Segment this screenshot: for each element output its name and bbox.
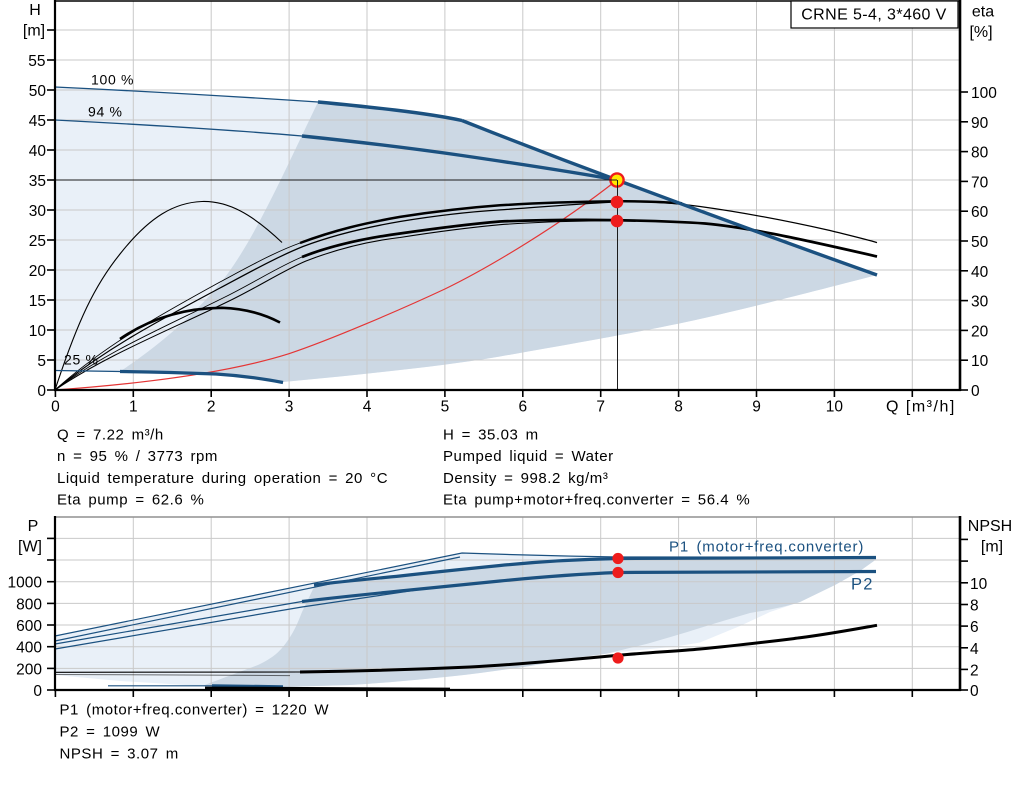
svg-text:4: 4 [363, 399, 372, 416]
svg-text:3: 3 [285, 399, 294, 416]
svg-text:NPSH = 3.07 m: NPSH = 3.07 m [60, 746, 179, 763]
svg-text:20: 20 [971, 323, 989, 340]
svg-text:50: 50 [971, 234, 989, 251]
svg-text:50: 50 [29, 83, 47, 100]
svg-text:P1 (motor+freq.converter): P1 (motor+freq.converter) [669, 539, 864, 556]
svg-text:55: 55 [28, 53, 45, 70]
svg-text:Eta pump = 62.6 %: Eta pump = 62.6 % [57, 492, 204, 509]
svg-text:45: 45 [29, 113, 46, 130]
svg-text:30: 30 [29, 203, 47, 220]
svg-text:200: 200 [16, 661, 42, 678]
svg-text:10: 10 [971, 353, 989, 370]
svg-text:Q = 7.22 m³/h: Q = 7.22 m³/h [57, 426, 164, 443]
svg-text:Eta pump+motor+freq.converter: Eta pump+motor+freq.converter = 56.4 % [443, 492, 750, 509]
svg-text:2: 2 [207, 399, 216, 416]
svg-text:5: 5 [441, 399, 450, 416]
svg-text:Density = 998.2 kg/m³: Density = 998.2 kg/m³ [443, 470, 608, 487]
svg-text:P2: P2 [851, 576, 874, 594]
svg-text:[m]: [m] [23, 23, 45, 40]
svg-text:eta: eta [972, 4, 994, 21]
svg-text:P1 (motor+freq.converter) = 12: P1 (motor+freq.converter) = 1220 W [60, 702, 330, 719]
svg-text:5: 5 [37, 353, 46, 370]
svg-text:Q [m³/h]: Q [m³/h] [886, 399, 956, 416]
svg-text:10: 10 [970, 576, 988, 593]
svg-text:30: 30 [971, 294, 989, 311]
svg-text:4: 4 [970, 641, 979, 658]
svg-text:H: H [29, 2, 41, 19]
svg-text:25: 25 [29, 233, 46, 250]
svg-text:NPSH: NPSH [968, 518, 1012, 535]
svg-text:CRNE 5-4, 3*460 V: CRNE 5-4, 3*460 V [801, 7, 947, 24]
svg-text:70: 70 [971, 174, 989, 191]
svg-text:80: 80 [971, 145, 989, 162]
svg-text:94 %: 94 % [88, 104, 123, 120]
svg-text:100: 100 [971, 85, 997, 102]
svg-text:0: 0 [37, 383, 46, 400]
svg-text:0: 0 [971, 383, 980, 400]
svg-text:2: 2 [970, 662, 979, 679]
svg-text:1: 1 [129, 399, 138, 416]
svg-text:8: 8 [970, 598, 979, 615]
svg-text:6: 6 [518, 399, 527, 416]
svg-text:[W]: [W] [18, 539, 42, 556]
svg-text:9: 9 [752, 399, 761, 416]
svg-text:40: 40 [29, 143, 47, 160]
svg-text:n = 95 % / 3773 rpm: n = 95 % / 3773 rpm [57, 448, 218, 465]
svg-text:800: 800 [16, 596, 42, 613]
svg-text:0: 0 [51, 399, 60, 416]
svg-text:100 %: 100 % [91, 72, 134, 88]
svg-text:25 %: 25 % [64, 352, 99, 368]
svg-text:10: 10 [826, 399, 844, 416]
svg-text:[%]: [%] [969, 24, 992, 41]
svg-text:0: 0 [970, 683, 979, 700]
svg-text:P: P [28, 518, 39, 535]
svg-text:6: 6 [970, 619, 979, 636]
svg-text:90: 90 [971, 115, 989, 132]
svg-text:10: 10 [29, 323, 47, 340]
svg-text:35: 35 [29, 173, 46, 190]
svg-text:40: 40 [971, 264, 989, 281]
svg-text:400: 400 [16, 640, 42, 657]
svg-text:1000: 1000 [8, 575, 43, 592]
svg-text:P2 = 1099 W: P2 = 1099 W [60, 724, 161, 741]
svg-text:20: 20 [29, 263, 47, 280]
svg-text:[m]: [m] [981, 539, 1003, 556]
svg-text:Liquid temperature during oper: Liquid temperature during operation = 20… [57, 470, 388, 487]
svg-text:7: 7 [596, 399, 605, 416]
svg-text:H = 35.03 m: H = 35.03 m [443, 426, 539, 443]
svg-text:Pumped liquid = Water: Pumped liquid = Water [443, 448, 614, 465]
svg-text:60: 60 [971, 204, 989, 221]
svg-text:600: 600 [16, 618, 42, 635]
svg-text:0: 0 [33, 683, 42, 700]
svg-text:8: 8 [674, 399, 683, 416]
svg-text:15: 15 [29, 293, 46, 310]
